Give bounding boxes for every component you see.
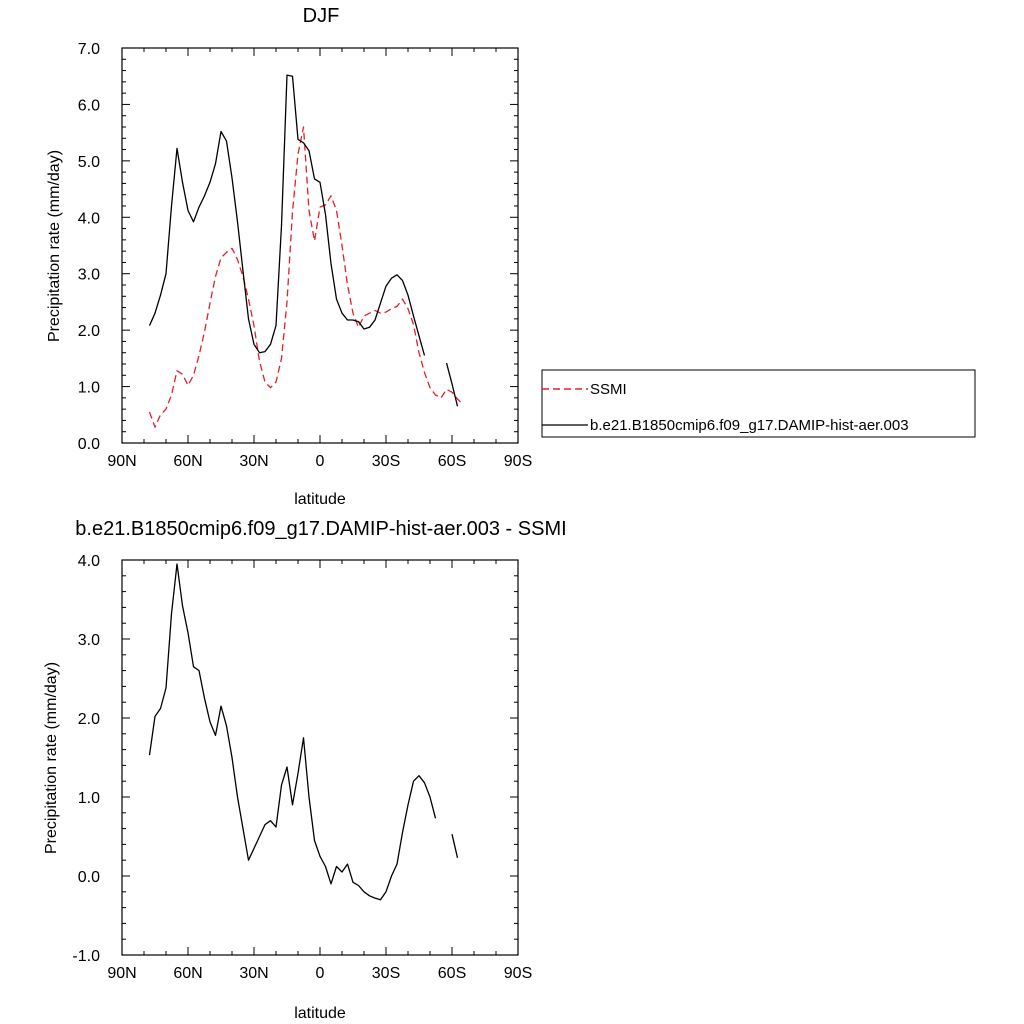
top-chart-title: DJF (303, 5, 340, 27)
bottom-xtick-label: 90N (107, 965, 136, 982)
top-plot-frame (121, 47, 519, 444)
top-ytick-label: 1.0 (78, 380, 100, 397)
bottom-xtick-label: 30N (239, 965, 268, 982)
bottom-xtick-label: 60S (438, 965, 466, 982)
bottom-plot-frame (121, 559, 519, 956)
legend-box (541, 369, 976, 438)
top-x-axis-label: latitude (294, 491, 346, 508)
top-axis-ticks: 90N 60N 30N 0 30S 60S 90S 0.0 1.0 2.0 3.0 4.0 5.0 6.0… (78, 41, 532, 470)
legend-model-label: b.e21.B1850cmip6.f09_g17.DAMIP-hist-aer.… (590, 417, 909, 434)
top-series-group (148, 74, 464, 428)
bottom-series-group (148, 563, 459, 901)
bottom-ytick-label: 0.0 (78, 869, 100, 886)
bottom-xtick-label: 60N (173, 965, 202, 982)
top-series-a-line (148, 126, 464, 428)
top-ytick-label: 2.0 (78, 323, 100, 340)
bottom-ytick-label: 1.0 (78, 790, 100, 807)
top-ytick-label: 3.0 (78, 267, 100, 284)
bottom-chart-title: b.e21.B1850cmip6.f09_g17.DAMIP-hist-aer.… (75, 518, 566, 540)
bottom-xtick-label: 0 (316, 965, 325, 982)
top-ytick-label: 6.0 (78, 97, 100, 114)
top-ytick-label: 0.0 (78, 436, 100, 453)
bottom-ytick-label: 4.0 (78, 553, 100, 570)
top-ytick-label: 7.0 (78, 41, 100, 58)
bottom-series-a-line (148, 563, 459, 901)
bottom-xtick-label: 30S (372, 965, 400, 982)
top-xtick-label: 90N (107, 453, 136, 470)
bottom-x-axis-label: latitude (294, 1005, 346, 1022)
legend-ssmi-label: SSMI (590, 381, 627, 398)
bottom-ytick-label: 3.0 (78, 632, 100, 649)
bottom-ytick-label: 2.0 (78, 711, 100, 728)
bottom-ytick-label: -1.0 (72, 948, 100, 965)
top-xtick-label: 90S (504, 453, 532, 470)
top-ytick-label: 5.0 (78, 154, 100, 171)
bottom-axis-ticks: 90N 60N 30N 0 30S 60S 90S -1.0 0.0 1.0 2.0 3.0 4.0 (72, 553, 532, 982)
bottom-xtick-label: 90S (504, 965, 532, 982)
bottom-y-axis-label: Precipitation rate (mm/day) (43, 662, 60, 854)
top-xtick-label: 60S (438, 453, 466, 470)
top-xtick-label: 30N (239, 453, 268, 470)
top-xtick-label: 0 (316, 453, 325, 470)
top-y-axis-label: Precipitation rate (mm/day) (46, 150, 63, 342)
top-ytick-label: 4.0 (78, 210, 100, 227)
top-xtick-label: 30S (372, 453, 400, 470)
top-series-b-line (148, 74, 459, 407)
top-xtick-label: 60N (173, 453, 202, 470)
